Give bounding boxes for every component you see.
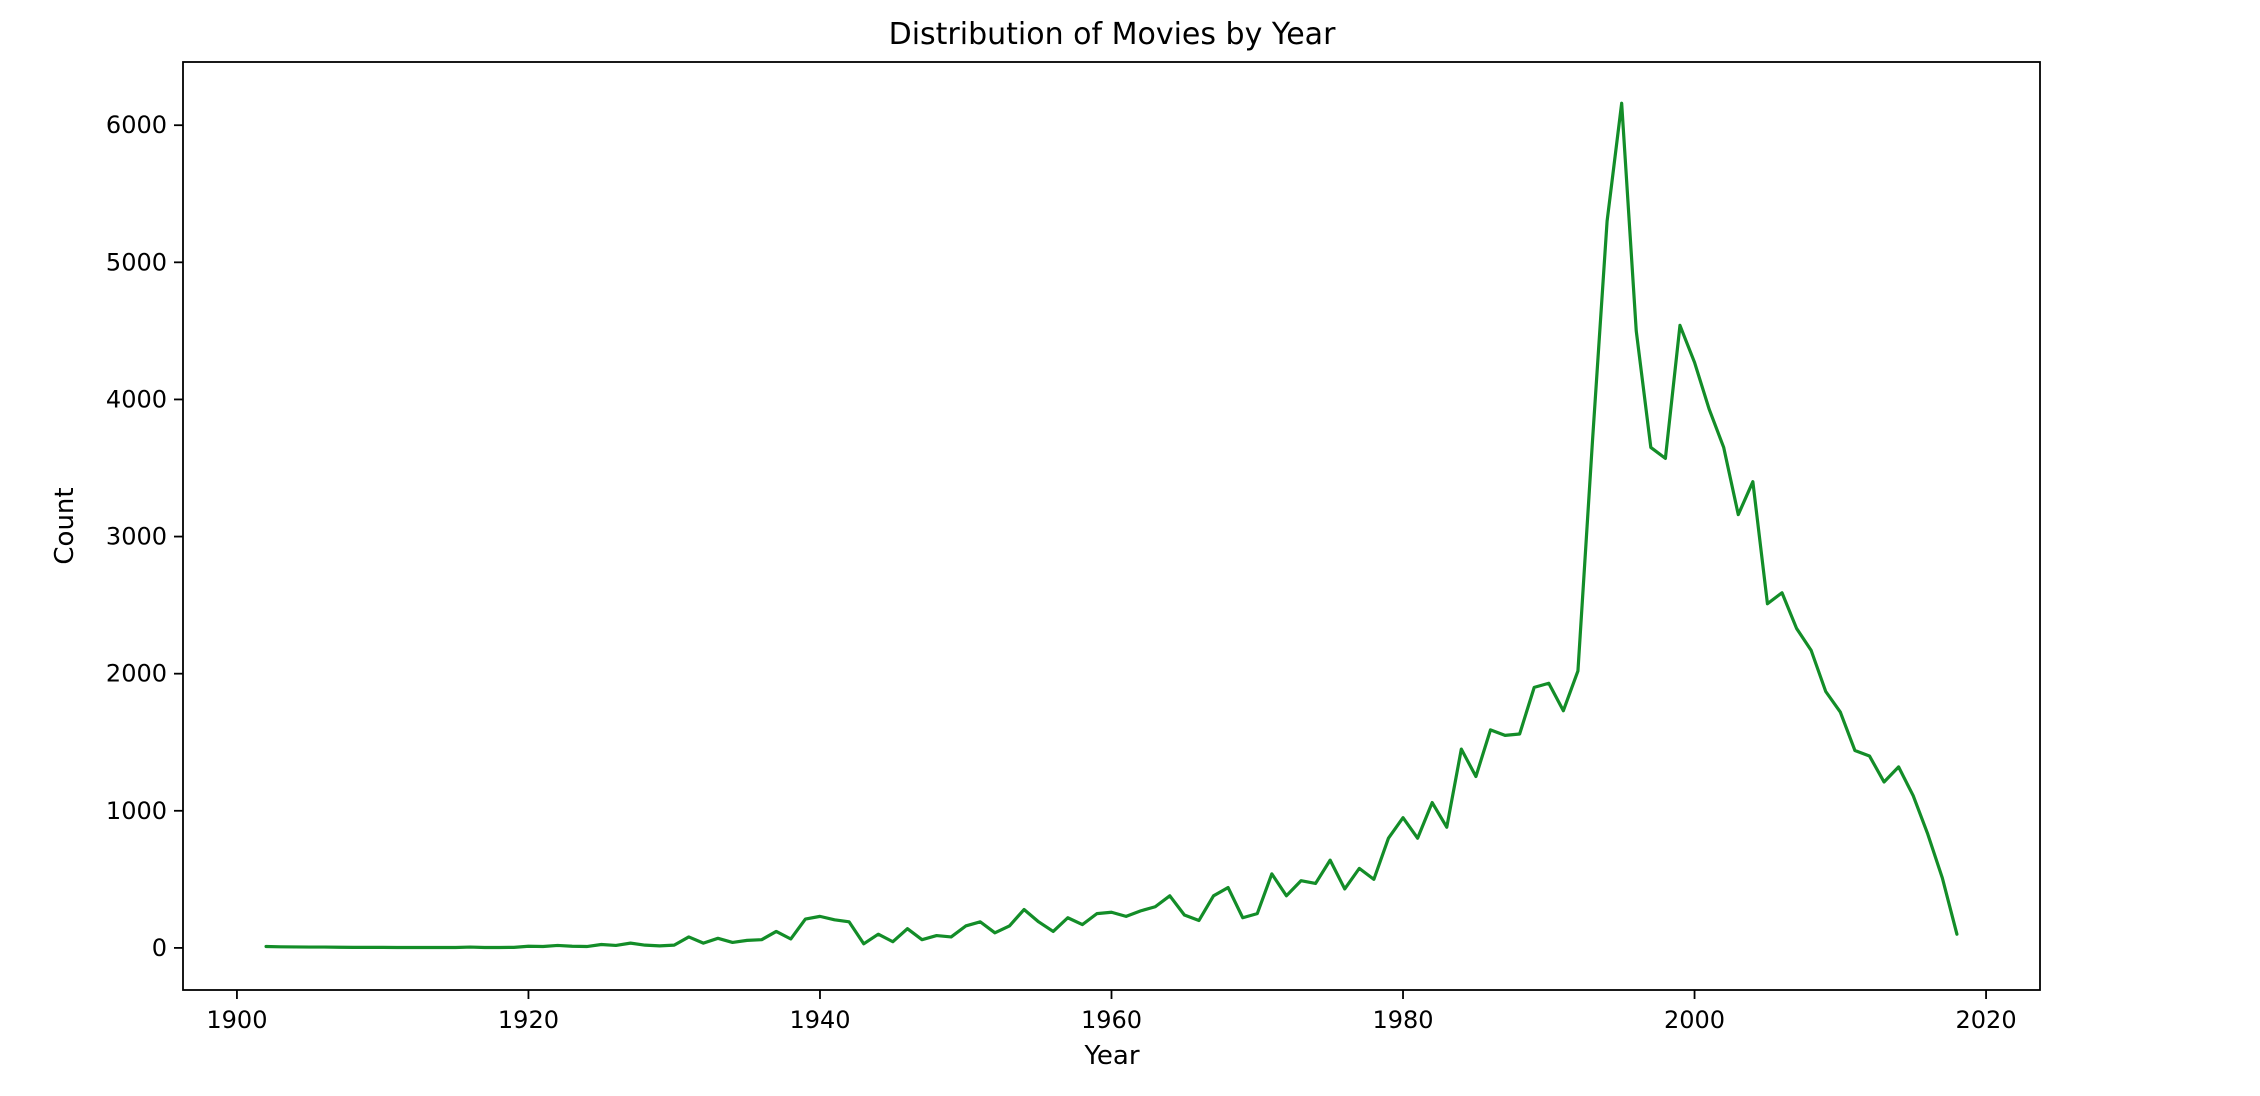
y-axis-label: Count <box>50 487 80 564</box>
x-tick-label: 1980 <box>1372 1006 1433 1034</box>
chart-title: Distribution of Movies by Year <box>889 17 1336 52</box>
x-tick-label: 1960 <box>1081 1006 1142 1034</box>
x-tick-label: 1940 <box>789 1006 850 1034</box>
plot-frame <box>182 61 2041 991</box>
y-tick-label: 5000 <box>106 248 167 276</box>
x-tick-label: 2000 <box>1664 1006 1725 1034</box>
y-tick-label: 1000 <box>106 797 167 825</box>
x-tick-label: 1920 <box>498 1006 559 1034</box>
x-axis: 1900 1920 1940 1960 1980 2000 2020 <box>206 990 2017 1034</box>
y-axis: 0 1000 2000 3000 4000 5000 6000 <box>106 111 183 962</box>
y-tick-label: 2000 <box>106 660 167 688</box>
y-tick-label: 0 <box>152 934 167 962</box>
series-line <box>264 101 1959 950</box>
y-tick-label: 3000 <box>106 523 167 551</box>
x-axis-label: Year <box>1083 1041 1139 1071</box>
y-tick-label: 6000 <box>106 111 167 139</box>
y-tick-label: 4000 <box>106 385 167 413</box>
x-tick-label: 2020 <box>1956 1006 2017 1034</box>
x-tick-label: 1900 <box>206 1006 267 1034</box>
